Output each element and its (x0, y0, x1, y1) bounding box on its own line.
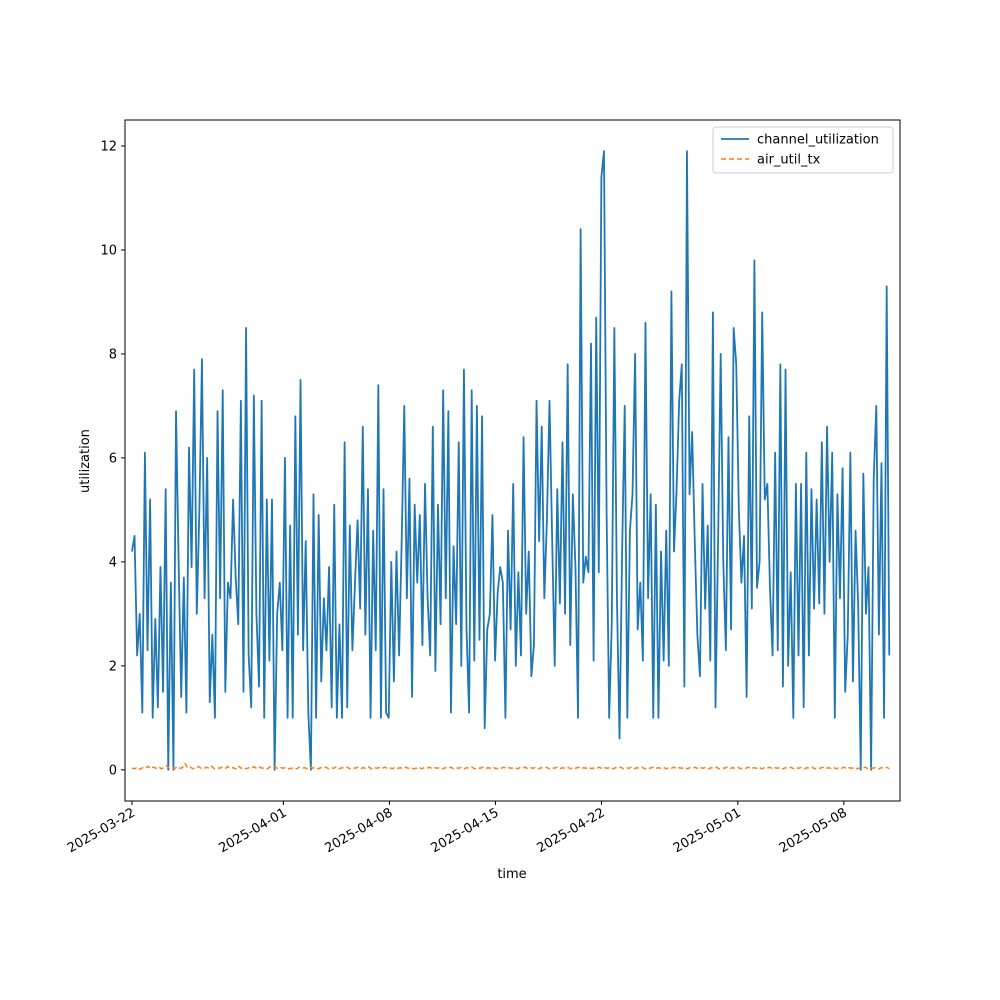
legend: channel_utilization air_util_tx (712, 126, 894, 174)
y-tick-label: 4 (109, 555, 117, 570)
y-tick-label: 12 (100, 139, 117, 154)
series-line-air_util_tx (131, 762, 890, 771)
series-line-channel_utilization (131, 150, 891, 771)
legend-box (712, 126, 894, 174)
axes-frame (124, 119, 901, 802)
y-tick-label: 0 (109, 763, 117, 778)
plot-area (131, 150, 891, 771)
x-axis-label: time (497, 867, 526, 882)
y-tick-label: 10 (100, 243, 117, 258)
y-axis-label: utilization (78, 429, 93, 493)
legend-label-channel_utilization: channel_utilization (757, 133, 879, 148)
y-tick-label: 2 (109, 659, 117, 674)
y-tick-label: 6 (109, 451, 117, 466)
y-tick-label: 8 (109, 347, 117, 362)
legend-label-air_util_tx: air_util_tx (757, 153, 821, 168)
